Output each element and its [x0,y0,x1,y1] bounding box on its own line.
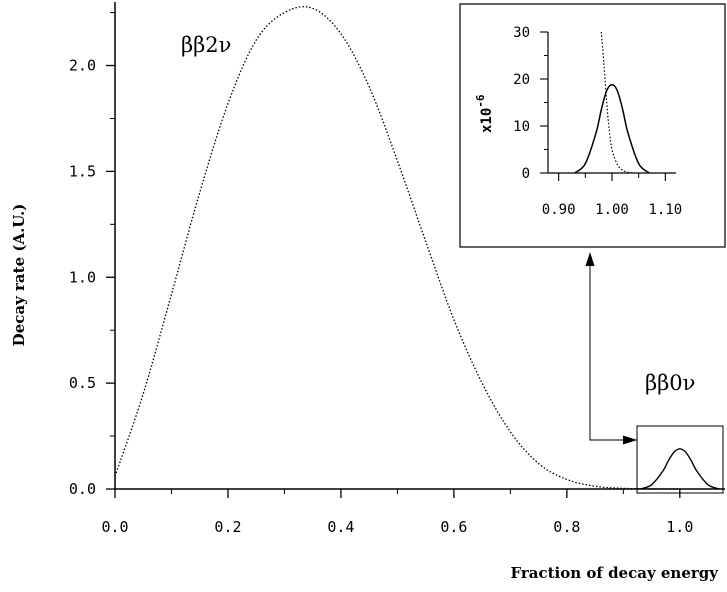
inset-y-tick-label: 30 [513,25,530,41]
y-tick-label: 1.5 [69,162,96,180]
x-tick-label: 1.0 [666,518,693,536]
inset-y-label-base: x10 [479,108,495,133]
main-series-group [114,6,720,490]
y-tick-label: 0.0 [69,480,96,498]
y-axis-title: Decay rate (A.U.) [10,204,28,347]
y-tick-label: 1.0 [69,268,96,286]
y-axis-ticks: 0.0 0.5 1.0 1.5 2.0 [69,12,115,498]
inset-frame [459,3,726,248]
y-tick-label: 0.5 [69,374,96,392]
inset-series-bb0nu-line [574,83,650,174]
label-bb0nu: ββ0ν [645,371,695,395]
series-bb2nu-line [114,6,680,490]
inset-y-tick-label: 10 [513,119,530,135]
zoom-box-rect [636,425,724,494]
zoom-region [585,252,724,494]
zoom-connector-line [589,262,637,441]
x-tick-label: 0.2 [214,518,241,536]
x-tick-label: 0.6 [440,518,467,536]
inset-y-axis-label: x10-6 [474,94,495,133]
x-tick-label: 0.0 [101,518,128,536]
x-axis-ticks: 0.0 0.2 0.4 0.6 0.8 1.0 [101,489,693,536]
inset-y-label-exponent: -6 [474,94,487,108]
x-tick-label: 0.8 [553,518,580,536]
label-bb2nu: ββ2ν [181,33,231,57]
connector-arrowhead-right [623,435,637,445]
x-axis-title: Fraction of decay energy [510,564,719,582]
inset-y-tick-label: 0 [522,166,530,182]
series-bb0nu-line [640,448,720,490]
x-tick-label: 0.4 [327,518,354,536]
inset-x-tick-label: 0.90 [542,202,576,218]
y-tick-label: 2.0 [69,57,96,75]
inset-y-tick-label: 20 [513,72,530,88]
connector-arrowhead-up [585,252,595,266]
inset-plot: 0.90 1.00 1.10 0 10 20 30 x10-6 [459,3,726,248]
inset-x-tick-label: 1.10 [648,202,682,218]
inset-x-tick-label: 1.00 [595,202,629,218]
